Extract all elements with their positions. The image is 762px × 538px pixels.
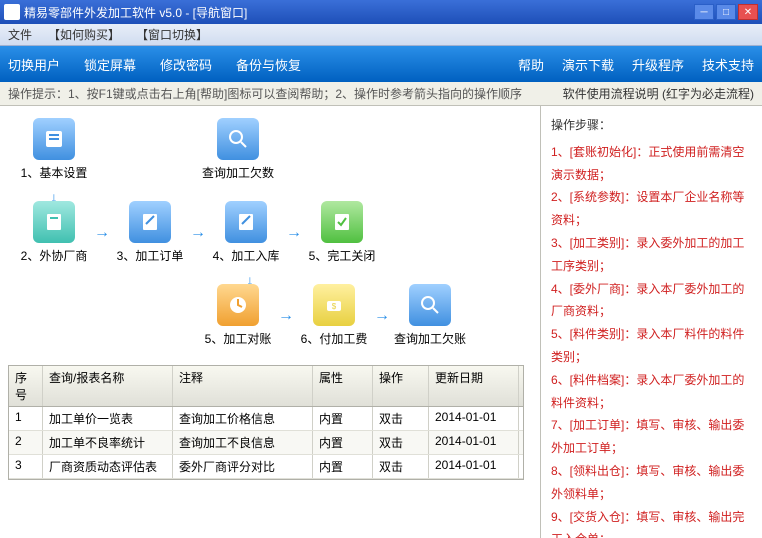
hintbar: 操作提示：1、按F1键或点击右上角[帮助]图标可以查阅帮助；2、操作时参考箭头指… xyxy=(0,82,762,106)
table-cell: 加工单不良率统计 xyxy=(43,431,173,454)
vendor-icon xyxy=(33,201,75,243)
step-line: 9、[交货入仓]：填写、审核、输出完工入仓单； xyxy=(551,506,752,538)
node-basic-settings[interactable]: 1、基本设置 xyxy=(8,118,100,181)
hint-text: 操作提示：1、按F1键或点击右上角[帮助]图标可以查阅帮助；2、操作时参考箭头指… xyxy=(8,85,563,102)
node-label: 1、基本设置 xyxy=(8,164,100,181)
menu-how-to-buy[interactable]: 【如何购买】 xyxy=(48,26,120,43)
table-cell: 双击 xyxy=(373,431,429,454)
menu-window-switch[interactable]: 【窗口切换】 xyxy=(136,26,208,43)
node-reconcile[interactable]: 5、加工对账 xyxy=(192,284,284,347)
table-row[interactable]: 1加工单价一览表查询加工价格信息内置双击2014-01-01 xyxy=(9,407,523,431)
tool-switch-user[interactable]: 切换用户 xyxy=(8,55,60,74)
node-label: 4、加工入库 xyxy=(200,247,292,264)
table-cell: 内置 xyxy=(313,431,373,454)
order-icon xyxy=(129,201,171,243)
reconcile-icon xyxy=(217,284,259,326)
table-cell: 加工单价一览表 xyxy=(43,407,173,430)
node-label: 6、付加工费 xyxy=(288,330,380,347)
th-op[interactable]: 操作 xyxy=(373,366,429,406)
workflow-panel: 1、基本设置 查询加工欠数 ↓ 2、外协厂商 → 3、加工订单 → 4、加工入库 xyxy=(0,106,540,538)
tool-upgrade[interactable]: 升级程序 xyxy=(632,55,684,74)
window-title: 精易零部件外发加工软件 v5.0 - [导航窗口] xyxy=(24,4,694,21)
tool-help[interactable]: 帮助 xyxy=(518,55,544,74)
step-line: 1、[套账初始化]：正式使用前需清空演示数据； xyxy=(551,141,752,187)
th-note[interactable]: 注释 xyxy=(173,366,313,406)
steps-title: 操作步骤： xyxy=(551,114,752,137)
node-vendor[interactable]: 2、外协厂商 xyxy=(8,201,100,264)
tool-support[interactable]: 技术支持 xyxy=(702,55,754,74)
table-cell: 2014-01-01 xyxy=(429,455,519,478)
step-line: 7、[加工订单]：填写、审核、输出委外加工订单； xyxy=(551,414,752,460)
menubar: 文件 【如何购买】 【窗口切换】 xyxy=(0,24,762,46)
table-cell: 双击 xyxy=(373,455,429,478)
close-button[interactable]: ✕ xyxy=(738,4,758,20)
step-line: 4、[委外厂商]：录入本厂委外加工的厂商资料； xyxy=(551,278,752,324)
th-name[interactable]: 查询/报表名称 xyxy=(43,366,173,406)
toolbar: 切换用户 锁定屏幕 修改密码 备份与恢复 帮助 演示下载 升级程序 技术支持 xyxy=(0,46,762,82)
step-line: 3、[加工类别]：录入委外加工的加工工序类别； xyxy=(551,232,752,278)
step-line: 8、[领料出仓]：填写、审核、输出委外领料单； xyxy=(551,460,752,506)
inbound-icon xyxy=(225,201,267,243)
table-cell: 3 xyxy=(9,455,43,478)
svg-text:$: $ xyxy=(332,302,337,311)
sidebar-panel: 操作步骤： 1、[套账初始化]：正式使用前需清空演示数据；2、[系统参数]：设置… xyxy=(540,106,762,538)
node-label: 5、加工对账 xyxy=(192,330,284,347)
search-icon xyxy=(217,118,259,160)
th-attr[interactable]: 属性 xyxy=(313,366,373,406)
node-order[interactable]: 3、加工订单 xyxy=(104,201,196,264)
app-icon xyxy=(4,4,20,20)
node-label: 5、完工关闭 xyxy=(296,247,388,264)
node-label: 3、加工订单 xyxy=(104,247,196,264)
table-cell: 2014-01-01 xyxy=(429,407,519,430)
minimize-button[interactable]: ─ xyxy=(694,4,714,20)
done-icon xyxy=(321,201,363,243)
table-cell: 双击 xyxy=(373,407,429,430)
step-line: 6、[料件档案]：录入本厂委外加工的料件资料； xyxy=(551,369,752,415)
node-query-shortage[interactable]: 查询加工欠数 xyxy=(192,118,284,181)
th-date[interactable]: 更新日期 xyxy=(429,366,519,406)
node-inbound[interactable]: 4、加工入库 xyxy=(200,201,292,264)
table-cell: 1 xyxy=(9,407,43,430)
node-query-debt[interactable]: 查询加工欠账 xyxy=(384,284,476,347)
table-cell: 内置 xyxy=(313,407,373,430)
tool-change-password[interactable]: 修改密码 xyxy=(160,55,212,74)
tool-backup-restore[interactable]: 备份与恢复 xyxy=(236,55,301,74)
th-index[interactable]: 序号 xyxy=(9,366,43,406)
table-cell: 内置 xyxy=(313,455,373,478)
tool-demo-download[interactable]: 演示下载 xyxy=(562,55,614,74)
search-icon xyxy=(409,284,451,326)
table-cell: 查询加工价格信息 xyxy=(173,407,313,430)
pay-icon: $ xyxy=(313,284,355,326)
step-line: 5、[料件类别]：录入本厂料件的料件类别； xyxy=(551,323,752,369)
titlebar: 精易零部件外发加工软件 v5.0 - [导航窗口] ─ □ ✕ xyxy=(0,0,762,24)
maximize-button[interactable]: □ xyxy=(716,4,736,20)
tool-lock-screen[interactable]: 锁定屏幕 xyxy=(84,55,136,74)
node-pay[interactable]: $ 6、付加工费 xyxy=(288,284,380,347)
hint-right: 软件使用流程说明 (红字为必走流程) xyxy=(563,85,754,102)
report-table: 序号 查询/报表名称 注释 属性 操作 更新日期 1加工单价一览表查询加工价格信… xyxy=(8,365,524,480)
node-done[interactable]: 5、完工关闭 xyxy=(296,201,388,264)
table-cell: 查询加工不良信息 xyxy=(173,431,313,454)
node-label: 查询加工欠数 xyxy=(192,164,284,181)
table-row[interactable]: 3厂商资质动态评估表委外厂商评分对比内置双击2014-01-01 xyxy=(9,455,523,479)
settings-icon xyxy=(33,118,75,160)
table-row[interactable]: 2加工单不良率统计查询加工不良信息内置双击2014-01-01 xyxy=(9,431,523,455)
table-cell: 2 xyxy=(9,431,43,454)
table-cell: 委外厂商评分对比 xyxy=(173,455,313,478)
table-cell: 2014-01-01 xyxy=(429,431,519,454)
node-label: 查询加工欠账 xyxy=(384,330,476,347)
menu-file[interactable]: 文件 xyxy=(8,26,32,43)
step-line: 2、[系统参数]：设置本厂企业名称等资料； xyxy=(551,186,752,232)
node-label: 2、外协厂商 xyxy=(8,247,100,264)
table-cell: 厂商资质动态评估表 xyxy=(43,455,173,478)
